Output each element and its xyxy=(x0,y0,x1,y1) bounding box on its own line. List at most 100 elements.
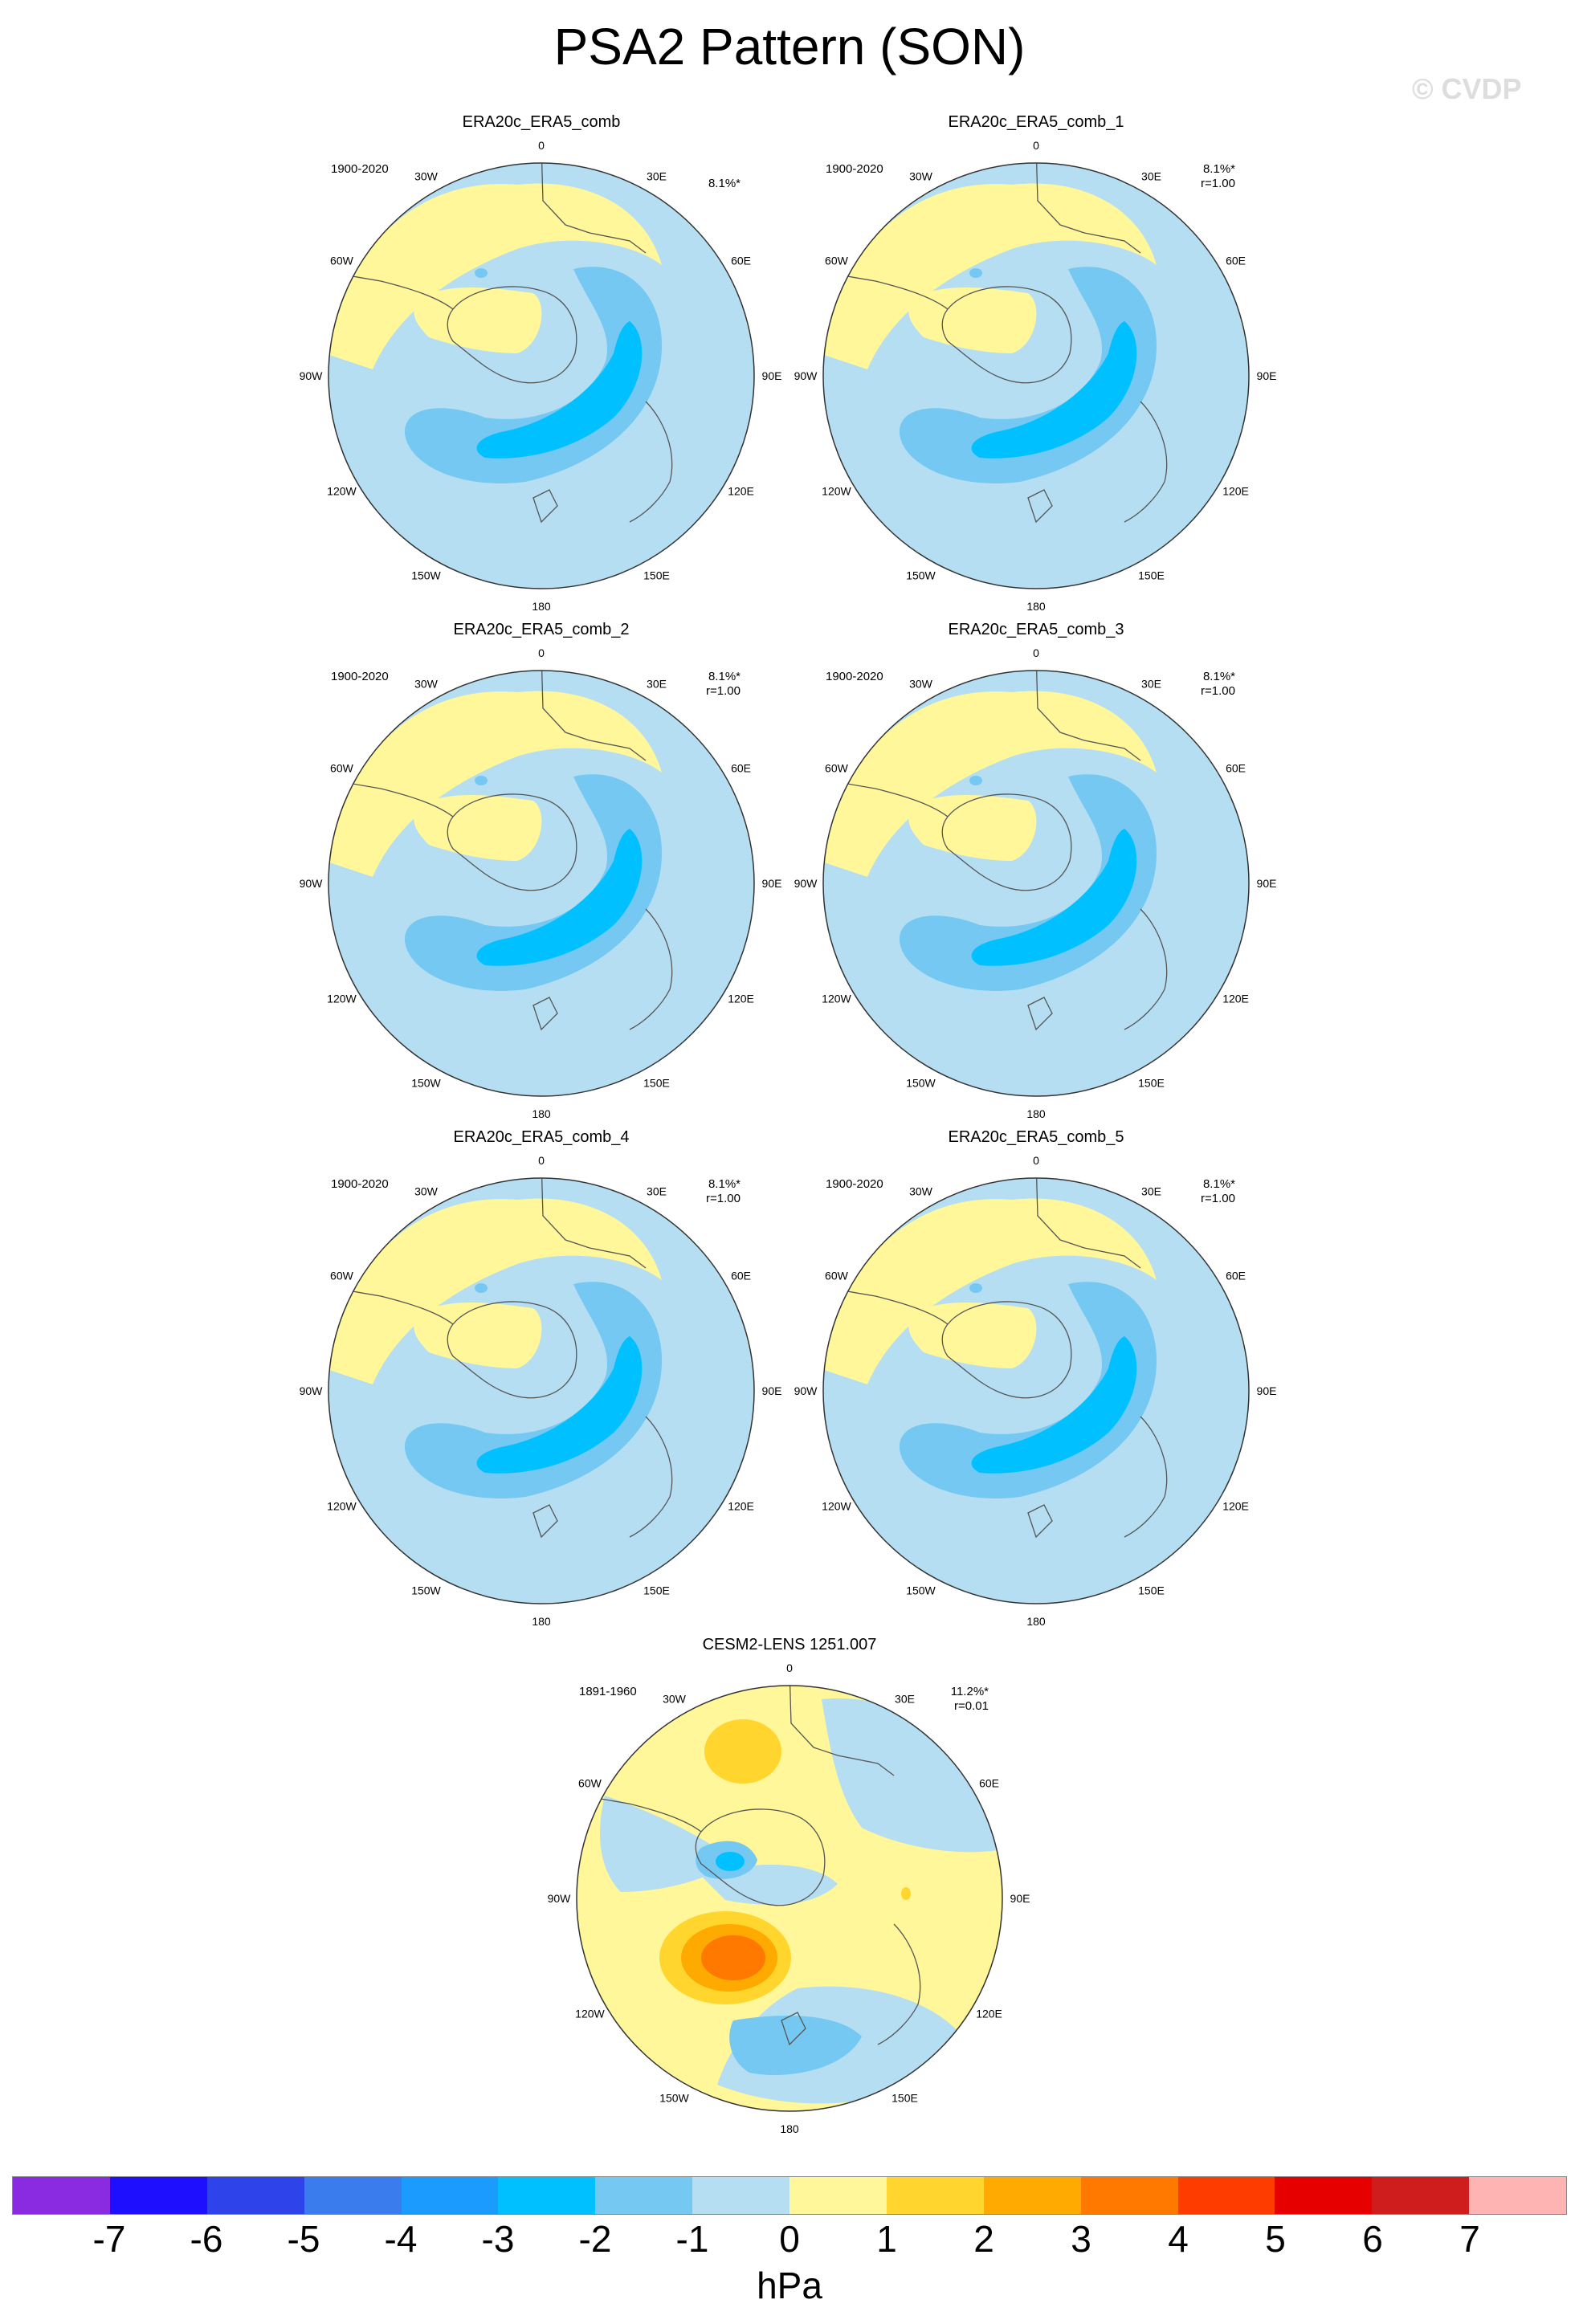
colorbar-tick-label: 1 xyxy=(876,2218,897,2260)
longitude-label: 30E xyxy=(1141,1184,1161,1197)
colorbar-swatch xyxy=(983,2177,1081,2214)
colorbar-tick-label: 6 xyxy=(1362,2218,1383,2260)
polar-map: 0 30E 60E 90E 120E 150E 180 150W 120W 90W 60W 30W xyxy=(794,139,1277,610)
longitude-label: 180 xyxy=(532,1615,551,1625)
longitude-label: 150E xyxy=(1138,1077,1165,1090)
map-fill xyxy=(328,1178,754,1604)
colorbar-swatch xyxy=(1275,2177,1373,2214)
map-panel-cesm2-lens: CESM2-LENS 1251.007 1891-1960 11.2%* r=0… xyxy=(460,1635,1119,2133)
longitude-label: 180 xyxy=(1026,600,1046,610)
colorbar-swatch xyxy=(304,2177,402,2214)
longitude-label: 90E xyxy=(762,1384,782,1397)
longitude-label: 180 xyxy=(1026,1615,1046,1625)
longitude-label: 120E xyxy=(728,993,754,1005)
panel-pattern-corr: r=1.00 xyxy=(706,684,741,698)
longitude-label: 90E xyxy=(1010,1892,1030,1905)
longitude-label: 0 xyxy=(786,1661,793,1674)
panel-variance-pct: 8.1%* xyxy=(1202,162,1235,176)
colorbar-tick-label: -2 xyxy=(578,2218,612,2260)
longitude-label: 60W xyxy=(825,255,849,267)
colorbar-swatch xyxy=(595,2177,693,2214)
longitude-label: 90W xyxy=(300,1384,324,1397)
longitude-label: 30W xyxy=(414,677,439,690)
longitude-label: 90W xyxy=(794,1384,818,1397)
panel-pattern-corr: r=1.00 xyxy=(1201,177,1235,190)
longitude-label: 90W xyxy=(300,877,324,890)
longitude-label: 180 xyxy=(780,2122,799,2133)
colorbar-tick-label: -6 xyxy=(190,2218,223,2260)
panel-period: 1900-2020 xyxy=(826,1177,883,1191)
longitude-label: 150E xyxy=(1138,1584,1165,1597)
longitude-label: 150W xyxy=(906,569,936,582)
colorbar-tick-label: 3 xyxy=(1071,2218,1091,2260)
colorbar-swatch xyxy=(109,2177,207,2214)
map-panel-era-comb-5: ERA20c_ERA5_comb_5 1900-2020 8.1%* r=1.0… xyxy=(707,1127,1365,1625)
longitude-label: 60W xyxy=(330,255,354,267)
panel-variance-pct: 8.1%* xyxy=(708,1177,741,1191)
panel-pattern-corr: r=1.00 xyxy=(1201,684,1235,698)
colorbar-tick-label: 0 xyxy=(779,2218,800,2260)
longitude-label: 60E xyxy=(731,1270,751,1282)
longitude-label: 30W xyxy=(909,677,933,690)
longitude-label: 60W xyxy=(825,762,849,775)
colorbar-tick-label: -7 xyxy=(92,2218,126,2260)
longitude-label: 150E xyxy=(643,1077,670,1090)
longitude-label: 90W xyxy=(548,1892,572,1905)
panel-title: ERA20c_ERA5_comb_2 xyxy=(453,621,630,638)
panel-variance-pct: 11.2%* xyxy=(950,1685,989,1698)
map-panel-era-comb-2: ERA20c_ERA5_comb_2 1900-2020 8.1%* r=1.0… xyxy=(212,620,871,1118)
panel-variance-pct: 8.1%* xyxy=(1202,670,1235,683)
colorbar-tick-label: -1 xyxy=(675,2218,709,2260)
longitude-label: 30W xyxy=(414,1184,439,1197)
longitude-label: 60E xyxy=(731,255,751,267)
panel-period: 1891-1960 xyxy=(579,1685,637,1698)
longitude-label: 150W xyxy=(659,2092,689,2105)
colorbar-tick-label: -4 xyxy=(384,2218,418,2260)
longitude-label: 150W xyxy=(906,1584,936,1597)
longitude-label: 90E xyxy=(762,369,782,382)
longitude-label: 90E xyxy=(1257,1384,1277,1397)
polar-map: 0 30E 60E 90E 120E 150E 180 150W 120W 90W 60W 30W xyxy=(548,1661,1030,2133)
panel-period: 1900-2020 xyxy=(331,1177,389,1191)
panel-variance-pct: 8.1%* xyxy=(708,177,741,190)
longitude-label: 30W xyxy=(414,169,439,182)
longitude-label: 0 xyxy=(538,646,545,659)
longitude-label: 30E xyxy=(895,1692,915,1705)
panel-pattern-corr: r=1.00 xyxy=(706,1192,741,1205)
longitude-label: 0 xyxy=(538,1154,545,1167)
panel-variance-pct: 8.1%* xyxy=(708,670,741,683)
colorbar-units: hPa xyxy=(757,2265,822,2306)
map-panel-era-comb-4: ERA20c_ERA5_comb_4 1900-2020 8.1%* r=1.0… xyxy=(212,1127,871,1625)
longitude-label: 60E xyxy=(1226,1270,1246,1282)
longitude-label: 150E xyxy=(892,2092,918,2105)
longitude-label: 30E xyxy=(647,1184,667,1197)
longitude-label: 150W xyxy=(411,569,441,582)
panel-title: ERA20c_ERA5_comb_5 xyxy=(948,1128,1124,1146)
colorbar-swatch xyxy=(886,2177,984,2214)
colorbar-swatch xyxy=(1177,2177,1275,2214)
longitude-label: 120E xyxy=(976,2008,1002,2020)
coastlines xyxy=(823,163,1168,524)
panel-pattern-corr: r=1.00 xyxy=(1201,1192,1235,1205)
longitude-label: 120W xyxy=(575,2008,605,2020)
longitude-label: 120E xyxy=(728,485,754,498)
longitude-label: 90E xyxy=(762,877,782,890)
panel-title: CESM2-LENS 1251.007 xyxy=(702,1636,877,1653)
colorbar-tick-label: 2 xyxy=(973,2218,994,2260)
longitude-label: 60E xyxy=(731,762,751,775)
colorbar-swatch xyxy=(692,2177,790,2214)
longitude-label: 0 xyxy=(1033,139,1039,152)
longitude-label: 120E xyxy=(728,1500,754,1513)
longitude-label: 30W xyxy=(663,1692,687,1705)
longitude-label: 90E xyxy=(1257,877,1277,890)
longitude-label: 180 xyxy=(532,600,551,610)
longitude-label: 120W xyxy=(822,993,851,1005)
colorbar-tick-label: 5 xyxy=(1265,2218,1286,2260)
longitude-label: 150W xyxy=(411,1584,441,1597)
panel-title: ERA20c_ERA5_comb_3 xyxy=(948,621,1124,638)
map-fill xyxy=(328,163,754,589)
polar-map: 0 30E 60E 90E 120E 150E 180 150W 120W 90W 60W 30W xyxy=(300,139,782,610)
longitude-label: 120E xyxy=(1222,1500,1249,1513)
longitude-label: 0 xyxy=(538,139,545,152)
colorbar-tick-label: -5 xyxy=(287,2218,320,2260)
